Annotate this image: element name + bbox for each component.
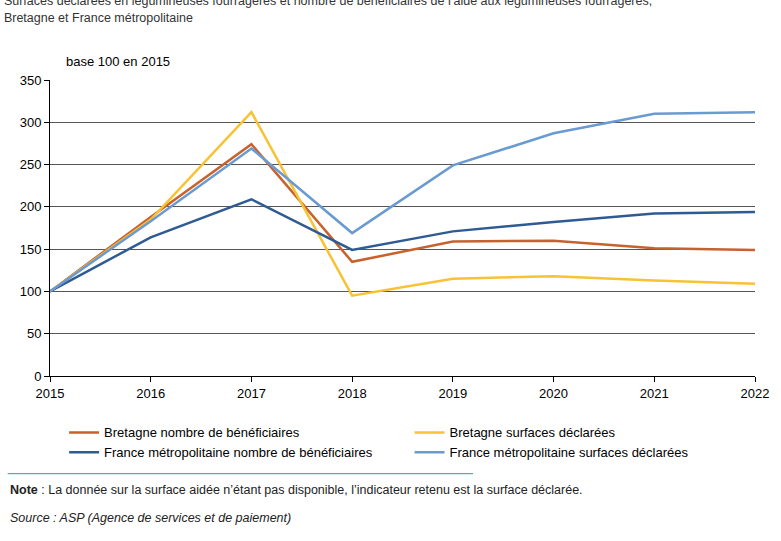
svg-text:base 100 en 2015: base 100 en 2015 <box>66 54 170 69</box>
svg-text:350: 350 <box>20 73 42 88</box>
svg-text:Note : La donnée sur la surfac: Note : La donnée sur la surface aidée n’… <box>10 483 583 497</box>
svg-text:50: 50 <box>27 326 41 341</box>
svg-text:Bretagne nombre de bénéficiair: Bretagne nombre de bénéficiaires <box>104 425 300 440</box>
svg-text:France métropolitaine nombre d: France métropolitaine nombre de bénéfici… <box>104 445 373 460</box>
svg-text:2021: 2021 <box>640 386 669 401</box>
svg-text:2016: 2016 <box>136 386 165 401</box>
svg-text:2015: 2015 <box>36 386 65 401</box>
svg-text:Source : ASP (Agence de servic: Source : ASP (Agence de services et de p… <box>10 511 291 525</box>
svg-text:2018: 2018 <box>338 386 367 401</box>
svg-text:150: 150 <box>20 242 42 257</box>
svg-text:Surfaces déclarées en légumine: Surfaces déclarées en légumineuses fourr… <box>4 0 652 25</box>
svg-text:2022: 2022 <box>741 386 770 401</box>
svg-text:France métropolitaine surfaces: France métropolitaine surfaces déclarées <box>450 445 689 460</box>
svg-text:250: 250 <box>20 157 42 172</box>
svg-text:200: 200 <box>20 199 42 214</box>
svg-text:300: 300 <box>20 115 42 130</box>
svg-text:0: 0 <box>34 369 41 384</box>
svg-text:2017: 2017 <box>237 386 266 401</box>
svg-text:2020: 2020 <box>539 386 568 401</box>
svg-text:100: 100 <box>20 284 42 299</box>
svg-text:Bretagne surfaces déclarées: Bretagne surfaces déclarées <box>450 425 616 440</box>
svg-text:2019: 2019 <box>438 386 467 401</box>
